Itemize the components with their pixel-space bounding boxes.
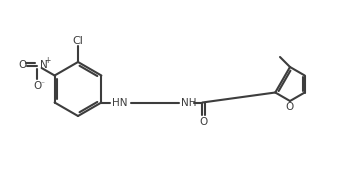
Text: N: N bbox=[40, 60, 48, 70]
Text: O: O bbox=[18, 60, 26, 70]
Text: +: + bbox=[44, 56, 50, 65]
Text: ⁻: ⁻ bbox=[40, 79, 44, 88]
Text: NH: NH bbox=[181, 98, 196, 108]
Text: O: O bbox=[286, 101, 294, 112]
Text: O: O bbox=[199, 117, 208, 127]
Text: Cl: Cl bbox=[73, 36, 83, 46]
Text: O: O bbox=[33, 81, 41, 91]
Text: HN: HN bbox=[112, 98, 127, 108]
